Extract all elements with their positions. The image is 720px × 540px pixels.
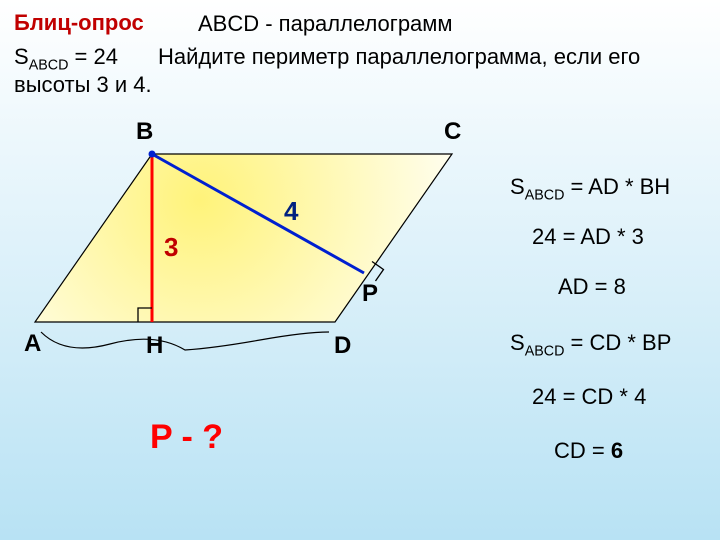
point-P-label: P xyxy=(362,280,378,308)
solution-line-3: SABCD = CD * BP xyxy=(510,330,671,359)
task-text-2: высоты 3 и 4. xyxy=(14,72,152,98)
solution-line-4: 24 = CD * 4 xyxy=(532,384,646,410)
given-area: SABCD = 24 xyxy=(14,44,118,73)
solution-line-5: CD = 6 xyxy=(554,438,623,464)
vertex-D-label: D xyxy=(334,332,351,360)
vertex-B-label: B xyxy=(136,118,153,146)
height-3-label: 3 xyxy=(164,232,178,263)
solution-line-2: AD = 8 xyxy=(558,274,626,300)
solution-line-1: 24 = AD * 3 xyxy=(532,224,644,250)
task-text-1: Найдите периметр параллелограмма, если е… xyxy=(158,44,640,70)
height-4-label: 4 xyxy=(284,196,298,227)
blitz-label: Блиц-опрос xyxy=(14,10,144,36)
question-label: P - ? xyxy=(150,418,223,457)
point-H-label: H xyxy=(146,332,163,360)
title-label: АBCD - параллелограмм xyxy=(198,11,453,37)
vertex-C-label: C xyxy=(444,118,461,146)
solution-line-0: SABCD = AD * BH xyxy=(510,174,670,203)
vertex-A-label: A xyxy=(24,330,41,358)
